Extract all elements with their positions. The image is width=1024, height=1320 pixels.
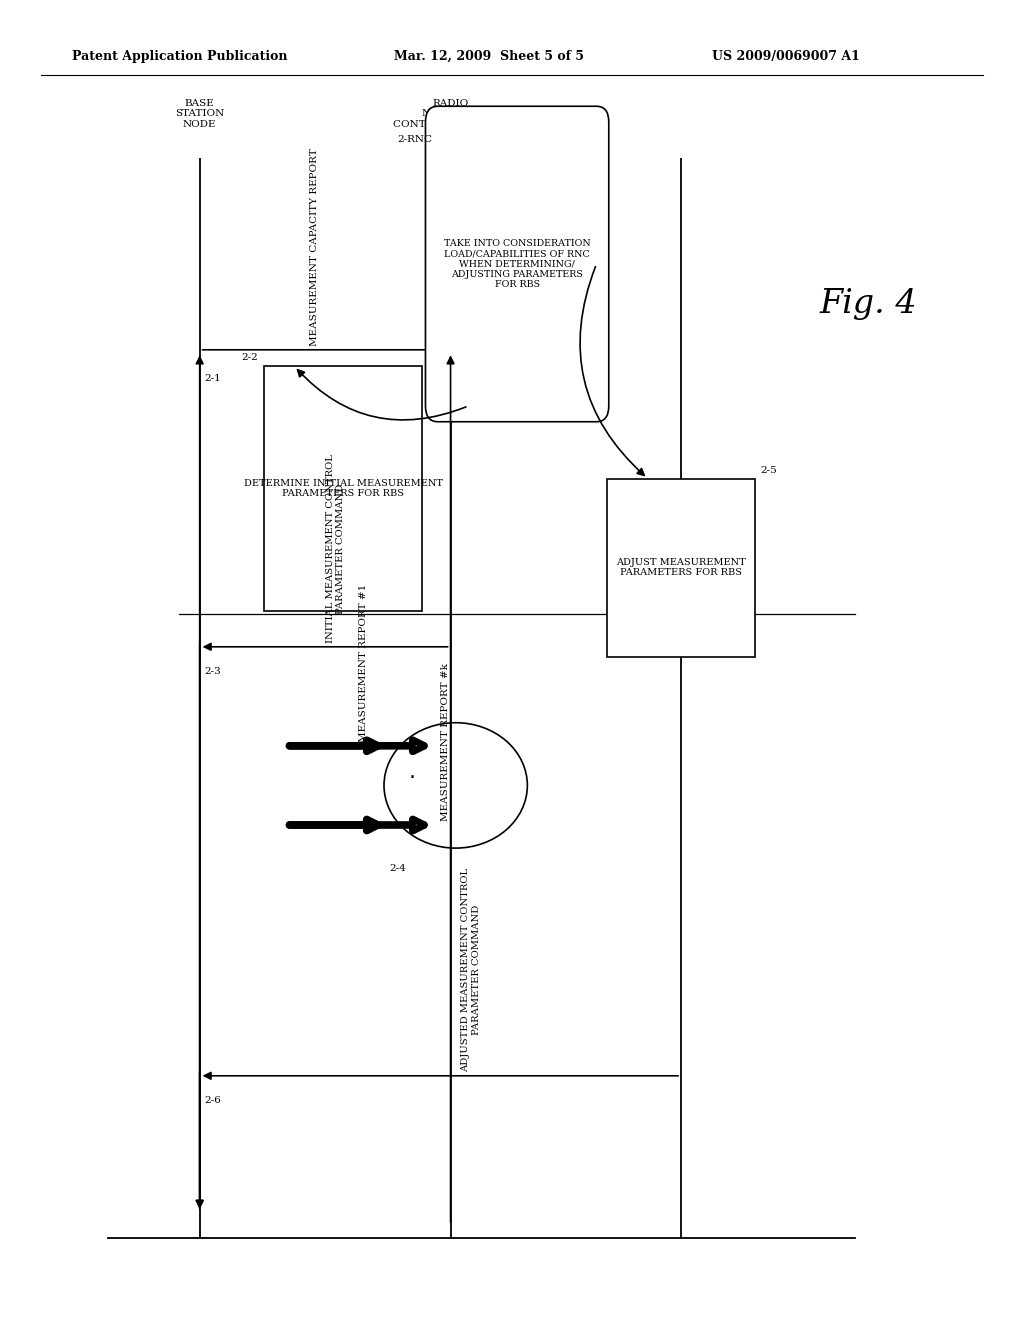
- Text: 2-2: 2-2: [242, 354, 258, 363]
- Text: INITIAL MEASUREMENT CONTROL
PARAMETER COMMAND: INITIAL MEASUREMENT CONTROL PARAMETER CO…: [326, 454, 345, 643]
- Text: 2-5: 2-5: [760, 466, 777, 475]
- Text: 2-1: 2-1: [205, 374, 221, 383]
- Text: 2-RNC: 2-RNC: [397, 135, 432, 144]
- FancyBboxPatch shape: [264, 367, 422, 610]
- Text: MEASUREMENT REPORT #k: MEASUREMENT REPORT #k: [441, 663, 450, 821]
- Text: Fig. 4: Fig. 4: [819, 288, 916, 319]
- FancyBboxPatch shape: [606, 479, 756, 657]
- Text: BASE
STATION
NODE: BASE STATION NODE: [175, 99, 224, 129]
- Text: .: .: [409, 762, 416, 783]
- Text: MEASUREMENT REPORT #1: MEASUREMENT REPORT #1: [359, 583, 368, 742]
- Text: RADIO
NETWORK
CONTROLLER NODE: RADIO NETWORK CONTROLLER NODE: [393, 99, 508, 129]
- Text: MEASUREMENT CAPACITY REPORT: MEASUREMENT CAPACITY REPORT: [310, 148, 319, 346]
- Text: TAKE INTO CONSIDERATION
LOAD/CAPABILITIES OF RNC
WHEN DETERMINING/
ADJUSTING PAR: TAKE INTO CONSIDERATION LOAD/CAPABILITIE…: [443, 239, 591, 289]
- Text: 2-3: 2-3: [205, 667, 221, 676]
- Text: ADJUST MEASUREMENT
PARAMETERS FOR RBS: ADJUST MEASUREMENT PARAMETERS FOR RBS: [616, 558, 745, 577]
- Text: ADJUSTED MEASUREMENT CONTROL
PARAMETER COMMAND: ADJUSTED MEASUREMENT CONTROL PARAMETER C…: [462, 867, 480, 1072]
- Text: Mar. 12, 2009  Sheet 5 of 5: Mar. 12, 2009 Sheet 5 of 5: [394, 50, 585, 63]
- Text: 2-6: 2-6: [205, 1096, 221, 1105]
- Text: US 2009/0069007 A1: US 2009/0069007 A1: [712, 50, 859, 63]
- Text: DETERMINE INITIAL MEASUREMENT
PARAMETERS FOR RBS: DETERMINE INITIAL MEASUREMENT PARAMETERS…: [244, 479, 442, 498]
- Text: 2-4: 2-4: [389, 863, 406, 873]
- Text: Patent Application Publication: Patent Application Publication: [72, 50, 287, 63]
- FancyBboxPatch shape: [426, 107, 608, 422]
